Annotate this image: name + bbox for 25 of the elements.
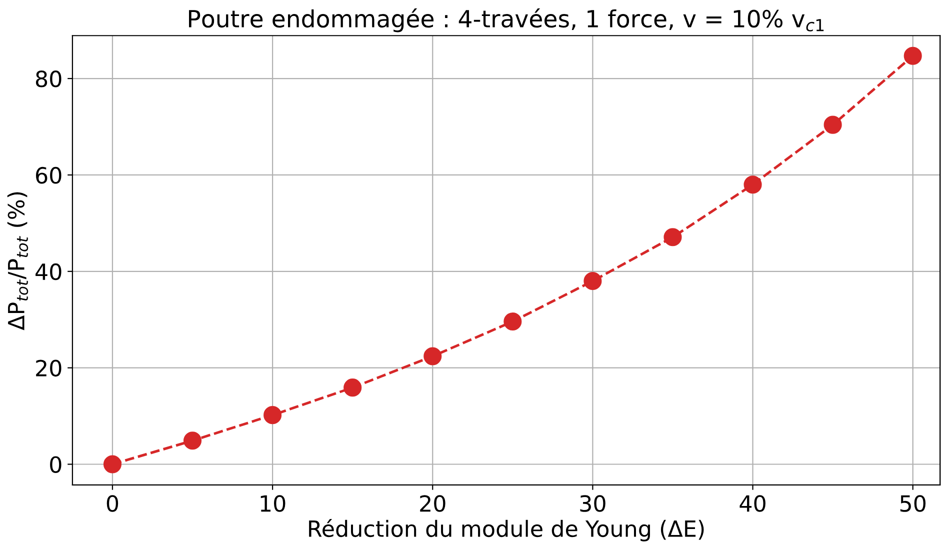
- point: [504, 312, 522, 331]
- point: [183, 432, 202, 450]
- point: [264, 406, 282, 424]
- point: [424, 347, 442, 366]
- x-tick-label: 30: [580, 495, 606, 512]
- point: [664, 228, 682, 246]
- y-tick-label: 20: [36, 360, 62, 377]
- y-tick-label: 80: [36, 70, 62, 88]
- point: [744, 176, 762, 194]
- point: [904, 46, 922, 65]
- point: [344, 378, 362, 397]
- y-tick-label: 0: [50, 456, 62, 474]
- point: [584, 272, 602, 290]
- x-tick-label: 50: [900, 495, 926, 512]
- x-tick-label: 40: [740, 495, 766, 512]
- chart-title: Poutre endommagée : 4-travées, 1 force, v = 10% v$_{c1}$: [189, 8, 824, 32]
- y-tick-label: 60: [36, 166, 62, 184]
- x-tick-label: 0: [106, 495, 118, 512]
- y-tick-label: 40: [36, 263, 62, 280]
- x-tick-label: 20: [420, 495, 446, 512]
- point: [103, 455, 122, 474]
- x-tick-label: 10: [260, 495, 286, 512]
- point: [824, 116, 842, 134]
- y-axis-title: ΔP$_{tot}$/P$_{tot}$ (%): [7, 192, 28, 330]
- x-axis-title: Réduction du module de Young (ΔE): [309, 518, 704, 542]
